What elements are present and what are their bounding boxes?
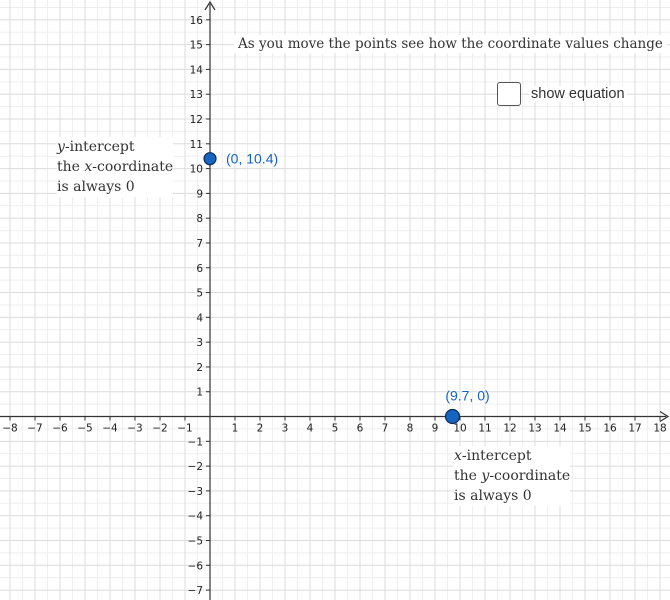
x-tick-label: 4 — [307, 423, 314, 435]
x-tick-label: −2 — [152, 423, 167, 435]
y-intercept-var: y — [57, 139, 65, 155]
x-tick-label: 1 — [232, 423, 239, 435]
y-tick-label: 15 — [190, 40, 203, 52]
x-intercept-note: x-intercept the y-coordinate is always 0 — [454, 446, 571, 506]
y-tick-label: 10 — [190, 164, 203, 176]
x-tick-label: 15 — [578, 423, 591, 435]
x-tick-label: −3 — [127, 423, 142, 435]
x-tick-label: 3 — [282, 423, 289, 435]
x-tick-label: 14 — [553, 423, 567, 435]
x-tick-label: −7 — [27, 423, 42, 435]
y-tick-label: −2 — [188, 461, 203, 473]
y-tick-label: 6 — [196, 263, 203, 275]
tick-labels: −8 −7 −6 −5 −4 −3 −2 −1 1 2 3 4 5 6 7 8 9 10 11 12 13 14 15 16 1… — [2, 15, 666, 597]
y-tick-label: 9 — [196, 188, 203, 200]
y-tick-label: 7 — [196, 238, 203, 250]
x-tick-label: 18 — [653, 423, 666, 435]
x-tick-label: 2 — [257, 423, 264, 435]
y-tick-label: −3 — [188, 486, 203, 498]
x-tick-label: 16 — [603, 423, 617, 435]
x-intercept-title: -intercept — [461, 448, 532, 464]
x-intercept-line2-post: -coordinate — [489, 468, 571, 484]
y-tick-label: 16 — [190, 15, 204, 27]
show-equation-checkbox[interactable]: show equation — [497, 82, 627, 106]
y-intercept-line3: is always 0 — [57, 179, 135, 195]
show-equation-label: show equation — [529, 86, 627, 102]
y-tick-label: 14 — [190, 64, 204, 76]
x-axis-arrow — [659, 411, 670, 423]
y-tick-label: 2 — [196, 362, 203, 374]
y-axis-arrow — [204, 0, 216, 11]
y-intercept-line2-post: -coordinate — [92, 159, 174, 175]
checkbox-box[interactable] — [497, 82, 521, 106]
y-tick-label: 11 — [190, 139, 203, 151]
y-intercept-title: -intercept — [64, 139, 135, 155]
x-tick-label: 13 — [528, 423, 541, 435]
y-intercept-point[interactable] — [203, 152, 217, 166]
y-tick-label: 8 — [196, 213, 203, 225]
y-tick-label: −6 — [188, 560, 204, 572]
x-tick-label: 11 — [478, 423, 491, 435]
y-tick-label: −7 — [188, 585, 203, 597]
y-tick-label: −4 — [188, 511, 204, 523]
x-intercept-line3: is always 0 — [454, 488, 532, 504]
x-intercept-line2-var: y — [481, 468, 490, 484]
y-intercept-note: y-intercept the x-coordinate is always 0 — [57, 137, 174, 197]
y-tick-label: 12 — [190, 114, 203, 126]
y-tick-label: −1 — [188, 436, 203, 448]
x-tick-label: −5 — [77, 423, 92, 435]
x-intercept-var: x — [454, 448, 462, 464]
y-intercept-line2-var: x — [84, 159, 93, 175]
x-tick-label: 6 — [357, 423, 364, 435]
y-tick-label: 5 — [196, 288, 203, 300]
x-tick-label: 17 — [628, 423, 641, 435]
x-tick-label: 8 — [407, 423, 414, 435]
x-intercept-line2-pre: the — [454, 468, 482, 484]
x-tick-label: −4 — [102, 423, 118, 435]
y-tick-label: 13 — [190, 89, 203, 101]
y-tick-label: −5 — [188, 535, 203, 547]
y-tick-label: 1 — [196, 387, 203, 399]
x-tick-label: 10 — [453, 423, 466, 435]
x-intercept-label: (9.7, 0) — [445, 388, 489, 404]
y-intercept-label: (0, 10.4) — [226, 151, 278, 167]
x-tick-label: −6 — [52, 423, 68, 435]
instruction-text: As you move the points see how the coord… — [234, 35, 667, 53]
x-tick-label: −8 — [2, 423, 17, 435]
y-tick-label: 4 — [196, 312, 203, 324]
x-tick-label: 9 — [432, 423, 439, 435]
y-intercept-line2-pre: the — [57, 159, 85, 175]
points-layer[interactable]: (0, 10.4) (9.7, 0) — [203, 151, 490, 425]
x-intercept-point[interactable] — [444, 408, 461, 425]
x-tick-label: 5 — [332, 423, 339, 435]
x-tick-label: −1 — [177, 423, 192, 435]
y-tick-label: 3 — [196, 337, 203, 349]
x-tick-label: 7 — [382, 423, 389, 435]
x-tick-label: 12 — [503, 423, 516, 435]
